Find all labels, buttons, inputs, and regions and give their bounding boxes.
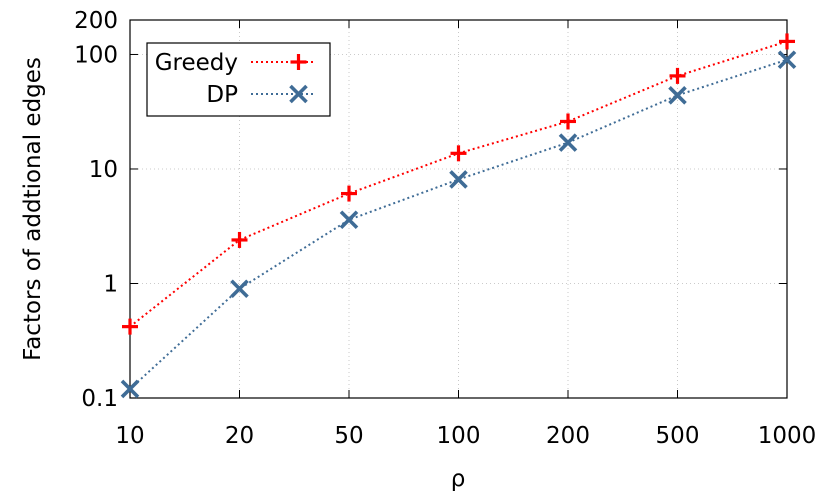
legend: Greedy DP	[146, 42, 331, 117]
data-point-greedy	[341, 185, 357, 202]
grid-lines	[130, 20, 787, 398]
x-axis-ticks: 10 20 50 100 200 500 1000	[115, 20, 816, 449]
x-tick-label: 20	[225, 423, 254, 449]
data-point-dp	[449, 170, 468, 189]
data-point-dp	[668, 86, 687, 105]
y-axis-title: Factors of addtional edges	[20, 57, 46, 361]
x-tick-label: 200	[546, 423, 590, 449]
y-tick-label: 200	[74, 8, 118, 34]
legend-label: Greedy	[155, 50, 238, 76]
y-tick-label: 0.1	[81, 386, 118, 412]
data-point-greedy	[560, 113, 576, 130]
legend-label: DP	[206, 82, 238, 108]
data-point-greedy	[231, 231, 248, 248]
series-layer	[120, 33, 797, 399]
y-tick-label: 1	[103, 271, 118, 297]
data-point-dp	[120, 379, 140, 399]
x-tick-label: 100	[437, 423, 481, 449]
data-point-dp	[339, 210, 359, 230]
y-tick-label: 100	[74, 42, 118, 68]
data-point-greedy	[450, 145, 467, 162]
data-point-dp	[777, 50, 797, 69]
x-tick-label: 1000	[758, 423, 817, 449]
x-tick-label: 50	[334, 423, 363, 449]
data-point-dp	[558, 133, 578, 152]
x-axis-title: ρ	[451, 466, 466, 492]
legend-marker	[290, 54, 307, 70]
y-axis-ticks: 0.1 1 10 100 200	[74, 8, 787, 412]
data-point-greedy	[779, 33, 795, 50]
legend-marker	[289, 84, 308, 104]
x-tick-label: 500	[656, 423, 700, 449]
data-point-greedy	[669, 67, 686, 84]
x-tick-label: 10	[115, 423, 144, 449]
data-point-greedy	[122, 318, 138, 335]
y-tick-label: 10	[89, 157, 118, 183]
data-point-dp	[230, 279, 249, 299]
